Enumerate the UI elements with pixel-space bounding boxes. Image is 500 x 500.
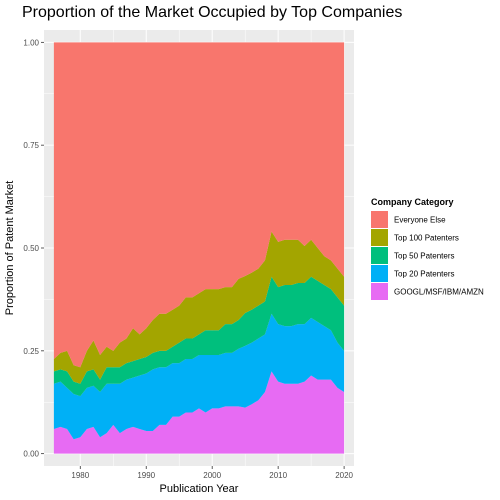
y-tick-label: 0.00 [23, 450, 39, 459]
x-axis-ticks: 1980 1990 2000 2010 2020 [71, 466, 354, 480]
x-tick-label: 2010 [269, 471, 287, 480]
y-axis-title: Proportion of Patent Market [4, 181, 16, 316]
legend-swatch [371, 229, 388, 246]
legend-item-top-50-patenters: Top 50 Patenters [371, 247, 454, 264]
legend-label: GOOGL/MSF/IBM/AMZN [394, 288, 484, 297]
x-tick-label: 1980 [71, 471, 89, 480]
x-tick-label: 1990 [137, 471, 155, 480]
y-tick-label: 0.50 [23, 244, 39, 253]
legend-item-googl-msf-ibm-amzn: GOOGL/MSF/IBM/AMZN [371, 283, 484, 300]
legend-items: Everyone Else Top 100 Patenters Top 50 Pat… [371, 211, 484, 300]
legend-item-top-20-patenters: Top 20 Patenters [371, 265, 454, 282]
legend-label: Top 100 Patenters [394, 234, 459, 243]
legend: Company Category Everyone Else Top 100 Pa… [371, 197, 484, 300]
x-tick-label: 2020 [335, 471, 353, 480]
y-tick-label: 1.00 [23, 38, 39, 47]
area-series-googl-msf-ibm-amzn [53, 371, 345, 454]
legend-item-everyone-else: Everyone Else [371, 211, 446, 228]
y-axis-ticks: 0.00 0.25 0.50 0.75 1.00 [23, 38, 44, 459]
legend-swatch [371, 211, 388, 228]
legend-label: Everyone Else [394, 216, 446, 225]
area-series-top-100-patenters [53, 231, 345, 384]
legend-swatch [371, 283, 388, 300]
area-series-everyone-else [53, 42, 345, 368]
y-tick-label: 0.25 [23, 347, 39, 356]
legend-title: Company Category [371, 197, 454, 207]
stacked-areas [53, 42, 345, 454]
area-series-top-50-patenters [53, 276, 345, 397]
legend-swatch [371, 265, 388, 282]
legend-swatch [371, 247, 388, 264]
legend-item-top-100-patenters: Top 100 Patenters [371, 229, 459, 246]
y-tick-label: 0.75 [23, 141, 39, 150]
x-tick-label: 2000 [203, 471, 221, 480]
legend-label: Top 20 Patenters [394, 270, 454, 279]
x-axis-title: Publication Year [160, 483, 239, 495]
area-series-top-20-patenters [53, 313, 345, 440]
legend-label: Top 50 Patenters [394, 252, 454, 261]
chart-title: Proportion of the Market Occupied by Top… [22, 4, 402, 21]
